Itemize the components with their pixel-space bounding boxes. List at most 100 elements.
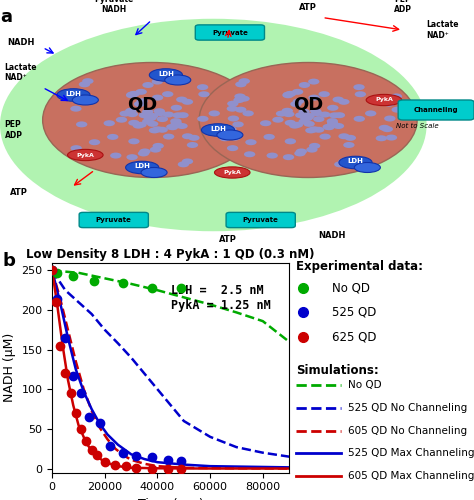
Circle shape xyxy=(139,112,150,118)
Text: 605 QD Max Channeling: 605 QD Max Channeling xyxy=(348,470,474,480)
Text: NADH: NADH xyxy=(7,38,35,47)
X-axis label: Time (sec): Time (sec) xyxy=(138,498,203,500)
Circle shape xyxy=(88,152,99,158)
Circle shape xyxy=(299,82,310,88)
Ellipse shape xyxy=(201,124,235,136)
Circle shape xyxy=(306,146,318,152)
Circle shape xyxy=(383,100,395,106)
Circle shape xyxy=(399,110,410,116)
Circle shape xyxy=(303,121,315,127)
Circle shape xyxy=(311,110,322,116)
Circle shape xyxy=(149,128,160,134)
Circle shape xyxy=(293,98,304,104)
Ellipse shape xyxy=(165,75,191,85)
Circle shape xyxy=(296,148,307,154)
Circle shape xyxy=(379,125,390,131)
Circle shape xyxy=(137,98,148,104)
Text: PEP
ADP: PEP ADP xyxy=(5,120,23,140)
Text: Pyruvate: Pyruvate xyxy=(243,217,279,223)
Circle shape xyxy=(283,111,294,117)
Text: 525 QD: 525 QD xyxy=(332,306,376,319)
Circle shape xyxy=(308,94,319,100)
Circle shape xyxy=(327,120,338,126)
Circle shape xyxy=(327,105,338,111)
Circle shape xyxy=(127,154,138,160)
Circle shape xyxy=(309,126,320,132)
Circle shape xyxy=(197,84,208,90)
Ellipse shape xyxy=(57,89,90,101)
Circle shape xyxy=(142,82,154,88)
Circle shape xyxy=(283,92,294,98)
Text: PEP
ADP: PEP ADP xyxy=(394,0,412,14)
Circle shape xyxy=(285,138,296,144)
Text: PykA: PykA xyxy=(223,170,241,175)
Circle shape xyxy=(170,118,182,124)
Circle shape xyxy=(227,106,238,112)
Circle shape xyxy=(264,134,275,140)
Circle shape xyxy=(319,91,330,97)
Ellipse shape xyxy=(141,168,167,177)
Circle shape xyxy=(333,123,344,129)
Circle shape xyxy=(244,152,255,158)
Ellipse shape xyxy=(354,162,380,172)
Circle shape xyxy=(225,126,237,132)
FancyBboxPatch shape xyxy=(195,25,264,40)
Circle shape xyxy=(152,126,164,132)
Text: LDH: LDH xyxy=(134,163,150,169)
Circle shape xyxy=(299,118,310,124)
Circle shape xyxy=(147,121,158,127)
Circle shape xyxy=(43,62,261,178)
Circle shape xyxy=(167,124,178,130)
Circle shape xyxy=(235,82,246,87)
Circle shape xyxy=(301,115,313,121)
Circle shape xyxy=(272,116,283,122)
Text: No QD: No QD xyxy=(348,380,382,390)
Circle shape xyxy=(197,116,209,122)
Text: 605 QD No Channeling: 605 QD No Channeling xyxy=(348,426,467,436)
Circle shape xyxy=(178,162,189,168)
Circle shape xyxy=(294,150,306,156)
Circle shape xyxy=(298,112,309,117)
Circle shape xyxy=(157,116,168,122)
Circle shape xyxy=(198,91,210,97)
Circle shape xyxy=(135,122,146,128)
Circle shape xyxy=(119,110,131,116)
Circle shape xyxy=(283,92,294,98)
Text: PykA: PykA xyxy=(76,152,94,158)
Circle shape xyxy=(299,108,310,114)
Circle shape xyxy=(125,108,137,114)
Circle shape xyxy=(238,96,250,102)
Circle shape xyxy=(386,134,397,140)
Ellipse shape xyxy=(126,161,159,174)
Ellipse shape xyxy=(366,94,402,106)
Circle shape xyxy=(227,145,238,151)
Circle shape xyxy=(266,152,278,158)
Circle shape xyxy=(333,96,344,102)
Circle shape xyxy=(82,78,93,84)
Circle shape xyxy=(142,118,154,124)
Ellipse shape xyxy=(67,150,103,160)
Circle shape xyxy=(162,91,173,97)
Circle shape xyxy=(163,134,174,140)
Circle shape xyxy=(145,115,156,121)
Ellipse shape xyxy=(0,18,427,231)
Circle shape xyxy=(228,116,239,121)
Circle shape xyxy=(303,113,315,119)
Text: LDH =  2.5 nM
PykA = 1.25 nM: LDH = 2.5 nM PykA = 1.25 nM xyxy=(171,284,270,312)
Circle shape xyxy=(392,106,403,112)
Circle shape xyxy=(329,112,340,118)
Circle shape xyxy=(338,134,350,140)
Circle shape xyxy=(285,91,296,97)
Circle shape xyxy=(382,126,393,132)
Circle shape xyxy=(163,112,174,117)
FancyBboxPatch shape xyxy=(79,212,148,228)
Circle shape xyxy=(171,120,182,126)
Circle shape xyxy=(176,123,188,129)
Text: 625 QD: 625 QD xyxy=(332,330,376,344)
Circle shape xyxy=(345,135,356,141)
Circle shape xyxy=(343,142,355,148)
Circle shape xyxy=(238,78,250,84)
Circle shape xyxy=(138,150,149,156)
Circle shape xyxy=(234,94,246,100)
Circle shape xyxy=(107,134,118,140)
